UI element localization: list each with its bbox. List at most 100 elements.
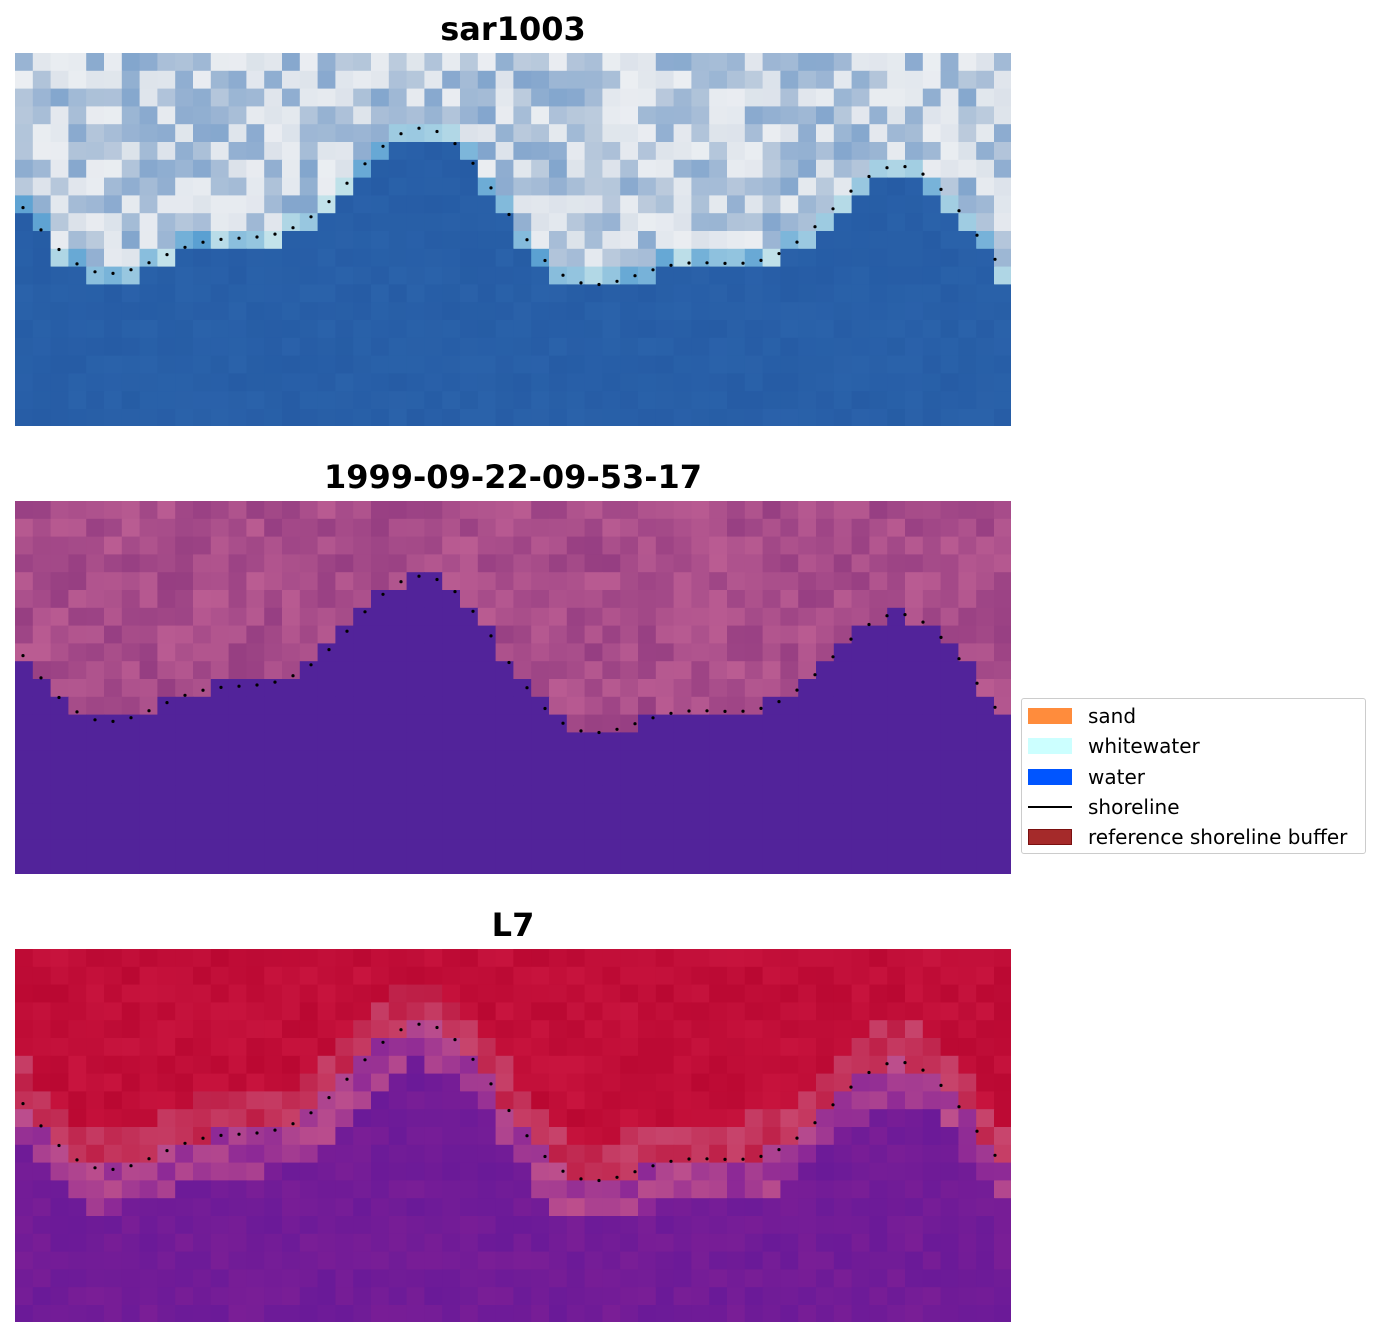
image-pixel xyxy=(780,821,799,840)
shoreline-point xyxy=(471,609,475,613)
image-pixel xyxy=(833,554,853,573)
image-pixel xyxy=(922,70,942,90)
image-pixel xyxy=(976,679,995,698)
image-pixel xyxy=(851,643,870,662)
image-pixel xyxy=(15,966,34,986)
image-pixel xyxy=(620,607,639,627)
image-pixel xyxy=(762,159,781,179)
image-pixel xyxy=(655,409,675,426)
image-pixel xyxy=(780,142,799,161)
image-pixel xyxy=(905,1091,924,1110)
image-pixel xyxy=(602,177,621,196)
image-pixel xyxy=(299,409,319,426)
image-pixel xyxy=(68,1251,87,1270)
image-pixel xyxy=(193,696,212,716)
image-pixel xyxy=(460,1073,479,1092)
image-pixel xyxy=(495,1305,514,1322)
image-pixel xyxy=(424,355,443,374)
image-pixel xyxy=(566,266,586,285)
image-pixel xyxy=(15,337,34,357)
image-pixel xyxy=(86,750,105,769)
image-pixel xyxy=(691,785,710,805)
image-pixel xyxy=(922,373,942,392)
image-pixel xyxy=(495,1002,514,1021)
image-pixel xyxy=(549,661,568,680)
image-pixel xyxy=(958,625,977,644)
image-pixel xyxy=(68,661,87,680)
image-pixel xyxy=(584,88,603,107)
image-pixel xyxy=(851,284,870,303)
image-pixel xyxy=(744,1055,764,1075)
image-pixel xyxy=(228,803,247,822)
image-pixel xyxy=(638,1162,657,1181)
image-pixel xyxy=(691,625,710,644)
image-pixel xyxy=(104,231,123,250)
image-pixel xyxy=(531,1073,550,1092)
image-pixel xyxy=(958,679,977,698)
shoreline-point xyxy=(165,1149,169,1153)
image-pixel xyxy=(495,966,514,986)
image-pixel xyxy=(833,625,853,644)
image-pixel xyxy=(495,355,514,374)
image-pixel xyxy=(727,966,746,986)
image-pixel xyxy=(210,984,230,1003)
image-pixel xyxy=(869,1144,888,1164)
image-pixel xyxy=(442,590,461,609)
image-pixel xyxy=(228,643,247,662)
image-pixel xyxy=(139,732,158,751)
image-pixel xyxy=(157,1144,176,1164)
image-pixel xyxy=(531,1305,550,1322)
image-pixel xyxy=(727,1216,746,1235)
image-pixel xyxy=(264,1055,283,1075)
image-pixel xyxy=(353,266,372,285)
image-pixel xyxy=(709,750,728,769)
image-pixel xyxy=(68,1198,87,1217)
image-pixel xyxy=(282,501,301,520)
image-pixel xyxy=(566,1216,586,1235)
image-pixel xyxy=(495,554,514,573)
image-pixel xyxy=(851,1269,870,1288)
image-pixel xyxy=(584,661,603,680)
image-pixel xyxy=(442,177,461,196)
image-pixel xyxy=(655,1180,675,1199)
image-pixel xyxy=(869,124,888,143)
image-pixel xyxy=(655,1305,675,1322)
image-pixel xyxy=(406,1287,425,1306)
image-pixel xyxy=(264,355,283,374)
image-pixel xyxy=(584,839,603,858)
image-pixel xyxy=(869,1109,888,1128)
image-pixel xyxy=(460,391,479,410)
image-pixel xyxy=(477,70,497,90)
image-pixel xyxy=(958,785,977,805)
image-pixel xyxy=(727,302,746,321)
image-pixel xyxy=(175,1002,194,1021)
image-pixel xyxy=(833,750,853,769)
image-pixel xyxy=(655,213,675,232)
image-pixel xyxy=(905,803,924,822)
image-pixel xyxy=(655,1216,675,1235)
image-pixel xyxy=(549,231,568,250)
image-pixel xyxy=(531,320,550,339)
image-pixel xyxy=(353,554,372,573)
image-pixel xyxy=(139,554,158,573)
image-pixel xyxy=(816,607,835,627)
image-pixel xyxy=(549,391,568,410)
image-pixel xyxy=(833,1038,853,1057)
image-pixel xyxy=(798,355,817,374)
image-pixel xyxy=(584,373,603,392)
image-pixel xyxy=(175,625,194,644)
image-pixel xyxy=(104,88,123,107)
image-pixel xyxy=(193,1002,212,1021)
image-pixel xyxy=(371,1144,390,1164)
image-pixel xyxy=(460,661,479,680)
image-pixel xyxy=(976,213,995,232)
image-pixel xyxy=(566,70,586,90)
image-pixel xyxy=(976,1038,995,1057)
image-pixel xyxy=(851,821,870,840)
image-pixel xyxy=(584,1233,603,1253)
shoreline-point xyxy=(75,1158,79,1162)
image-pixel xyxy=(353,643,372,662)
image-pixel xyxy=(994,88,1011,107)
image-pixel xyxy=(15,1216,34,1235)
image-pixel xyxy=(193,984,212,1003)
